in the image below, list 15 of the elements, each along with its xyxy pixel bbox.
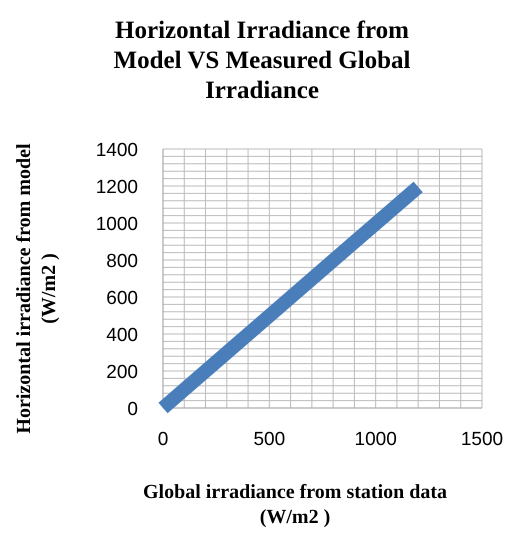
x-tick-label: 0 xyxy=(158,429,168,450)
y-tick-label: 800 xyxy=(106,251,138,272)
x-tick-label: 1000 xyxy=(354,429,397,450)
chart-title: Horizontal Irradiance from Model VS Measured Global Irradiance xyxy=(113,17,411,104)
x-tick-label: 500 xyxy=(253,429,286,450)
y-tick-label: 1400 xyxy=(96,140,138,161)
y-tick-label: 600 xyxy=(106,288,138,309)
x-tick-label: 1500 xyxy=(460,429,504,450)
y-tick-label: 400 xyxy=(106,325,138,346)
y-tick-label: 200 xyxy=(106,362,138,383)
y-tick-label: 0 xyxy=(127,399,138,420)
x-axis-title: Global irradiance from station data (W/m2 ) xyxy=(142,481,448,528)
y-axis-title: Horizontal irradiance from model (W/m2 ) xyxy=(13,143,60,434)
y-tick-label: 1200 xyxy=(96,177,138,198)
y-tick-label: 1000 xyxy=(96,214,138,235)
